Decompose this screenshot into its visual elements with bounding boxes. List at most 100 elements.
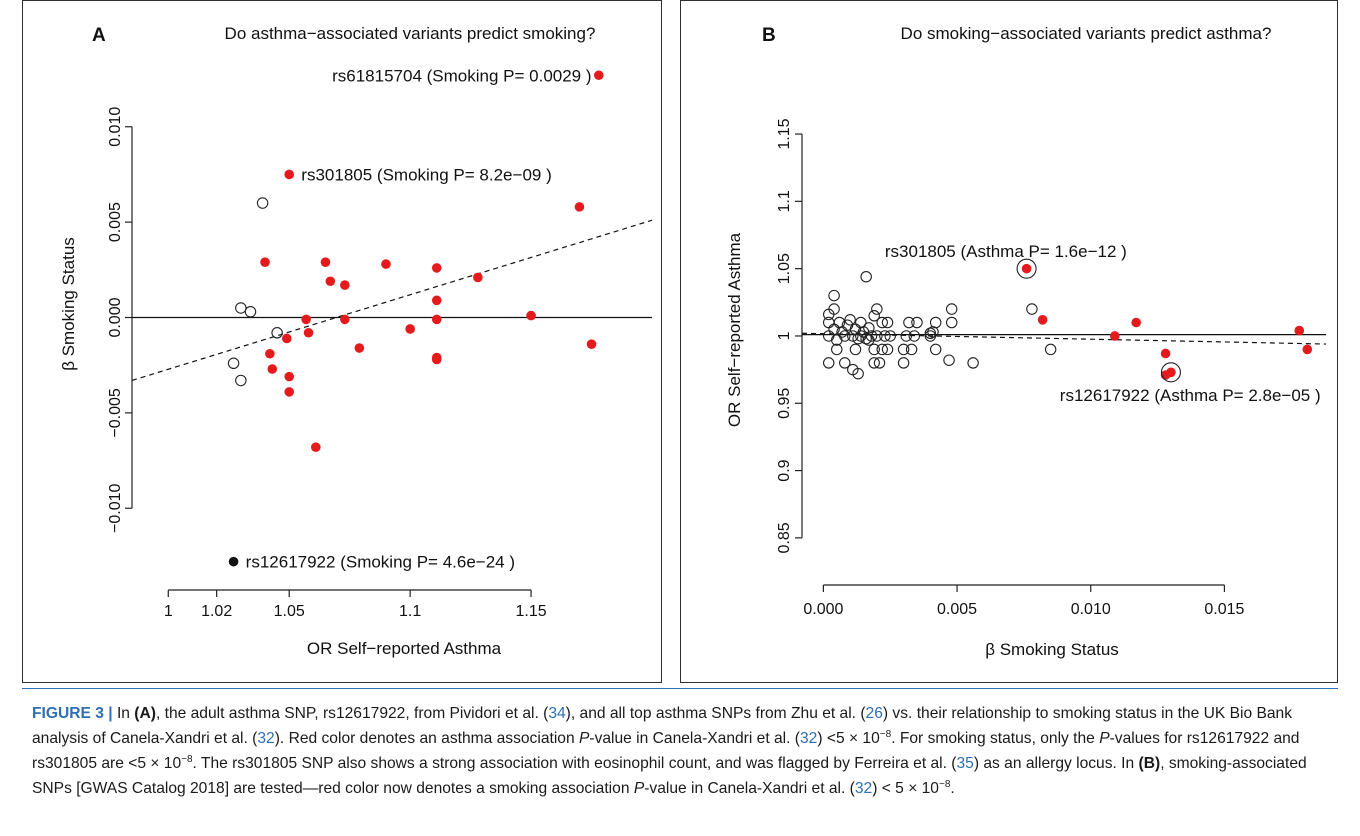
panel-a-point-filled (284, 387, 295, 397)
panel-a-point-open (227, 357, 240, 370)
panel-b-point-open (911, 316, 923, 329)
caption-text: . For smoking status, only the (891, 730, 1100, 747)
panel-b-plot: 0.000 0.005 0.010 0.015 0.85 0.9 0.95 1 1.05 1.1 1… (776, 118, 1327, 618)
panel-a-frame (22, 0, 662, 683)
panel-a-point-filled (354, 343, 365, 353)
panel-b-point-open (905, 343, 918, 356)
panel-b-highlight-ring (1160, 362, 1181, 383)
panel-a-plot: 1 1.02 1.05 1.1 1.15 −0.010 −0.005 0.000 0.005 0.… (107, 66, 653, 620)
caption-text: (B) (1138, 755, 1161, 772)
panel-b-point-open (900, 330, 913, 342)
caption-text: ) vs. their relationship to smoking stat… (32, 705, 1292, 747)
panel-a-point-filled (281, 333, 292, 344)
panel-b-point-open (863, 322, 875, 334)
panel-a-point-open (235, 374, 247, 387)
panel-b-point-open (929, 343, 942, 356)
panel-b-point-open (897, 343, 910, 356)
panel-b-point-open (881, 316, 894, 329)
panel-a-point-filled (320, 257, 331, 267)
panel-b-annotation: rs12617922 (Asthma P= 2.8e−05 ) (1060, 386, 1321, 405)
panel-b-point-open (871, 303, 883, 315)
panel-b-ylabel: OR Self−reported Asthma (725, 232, 744, 427)
panel-b-point-open (868, 357, 880, 369)
panel-b-fit-line (801, 332, 1327, 345)
panel-b-point-open (967, 357, 979, 369)
panel-a-point-open (256, 197, 269, 209)
panel-b-x-tick-label: 0.015 (1204, 601, 1244, 618)
caption-text: . The rs301805 SNP also shows a strong a… (192, 755, 957, 772)
caption-text: (A) (134, 705, 156, 722)
panel-a-point-filled (311, 442, 321, 453)
panel-a-point-filled (301, 314, 311, 325)
caption-text: -value in Canela-Xandri et al. ( (644, 780, 855, 797)
caption-text: P (578, 730, 590, 747)
panel-a-point-open (271, 327, 283, 339)
panel-a-point-filled (593, 70, 604, 81)
panel-b-point-open (822, 330, 835, 342)
panel-b-point-filled (1160, 348, 1171, 359)
panel-b-x-tick-label: 0.005 (937, 601, 977, 618)
caption-text: −8 (938, 778, 951, 790)
panel-a-point-filled (303, 327, 314, 338)
panel-a-x-tick-label: 1 (164, 603, 173, 620)
panel-a-annotation: rs12617922 (Smoking P= 4.6e−24 ) (246, 553, 515, 572)
panel-a-point-open (244, 306, 257, 318)
caption-text: ) as an allergy locus. In (973, 755, 1139, 772)
panel-a-point-filled (284, 371, 295, 382)
panel-b-point-open (839, 357, 851, 369)
panel-b-point-open (860, 270, 872, 283)
panel-a-y-tick-label: 0.010 (107, 107, 124, 147)
panel-b-point-open (903, 316, 915, 329)
panel-a-point-filled (574, 202, 585, 212)
panel-b-y-tick-label: 1.1 (776, 190, 793, 212)
panel-b-point-open (897, 357, 910, 369)
caption-text: P (1099, 730, 1110, 747)
panel-b-point-open (943, 354, 955, 366)
panel-b-point-open (847, 330, 859, 342)
caption-text: 35 (956, 755, 974, 772)
caption-text: 34 (548, 705, 566, 722)
caption-text: 26 (865, 705, 883, 722)
caption-text: , smoking-associated SNPs [GWAS Catalog … (32, 755, 1307, 797)
panel-b-point-open (844, 314, 856, 326)
panel-b-point-open (876, 316, 888, 329)
panel-b-letter: B (762, 25, 776, 46)
panel-a-point-filled (431, 314, 442, 325)
caption-text: 32 (854, 780, 873, 797)
panel-b-point-filled (1294, 325, 1305, 336)
panel-b-point-open (852, 367, 864, 380)
panel-a-point-filled (284, 169, 295, 180)
panel-a-point-filled (228, 556, 239, 567)
panel-b-point-open (881, 343, 894, 356)
panel-b-point-open (849, 343, 862, 356)
caption-text: -values for rs12617922 and rs301805 are … (32, 730, 1300, 772)
panel-a-point-filled (473, 272, 483, 283)
panel-b-point-open (876, 343, 888, 356)
panel-b-point-filled (1021, 263, 1032, 274)
panel-b-point-open (1044, 343, 1057, 356)
panel-b-point-open (868, 310, 880, 322)
panel-b-point-open (1026, 303, 1038, 315)
panel-b-y-tick-label: 1.15 (776, 118, 793, 149)
panel-b-point-filled (1109, 331, 1120, 341)
panel-a-point-open (235, 302, 247, 314)
panel-a-point-filled (340, 280, 350, 290)
panel-b-xlabel: β Smoking Status (985, 640, 1119, 659)
panel-a-annotation: rs301805 (Smoking P= 8.2e−09 ) (301, 165, 551, 184)
panel-a-annotation: rs61815704 (Smoking P= 0.0029 ) (332, 66, 591, 85)
panel-b-point-open (822, 357, 835, 369)
panel-b-point-open (873, 357, 886, 369)
panel-b-frame (680, 0, 1338, 683)
panel-b-x-tick-label: 0.000 (803, 601, 843, 618)
panel-b-y-tick-label: 1 (776, 331, 793, 340)
caption-text: 32 (257, 730, 275, 747)
figure-caption: FIGURE 3 | In (A), the adult asthma SNP,… (22, 688, 1338, 826)
panel-a-y-tick-label: −0.005 (107, 388, 124, 437)
panel-b-point-open (879, 330, 891, 342)
panel-a-x-tick-label: 1.02 (201, 603, 232, 620)
panel-b-point-filled (1131, 317, 1141, 328)
panel-b-point-open (871, 330, 883, 342)
panel-a-point-filled (431, 263, 442, 273)
panel-b-y-tick-label: 0.85 (776, 522, 793, 553)
